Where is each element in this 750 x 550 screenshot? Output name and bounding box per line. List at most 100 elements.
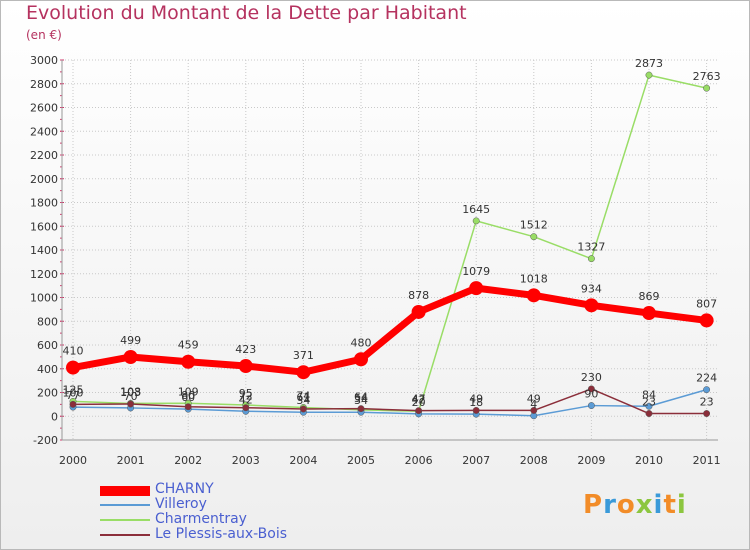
y-tick-label: 2600 [30,102,58,115]
data-point [472,217,480,225]
data-label: 1645 [462,203,490,216]
data-label: 42 [412,393,426,406]
logo-letter: t [663,490,677,520]
data-label: 410 [63,345,84,358]
data-point [699,313,714,328]
data-point [66,360,80,375]
data-label: 47 [412,393,426,406]
data-point [238,359,253,374]
legend-label-charny: CHARNY [155,481,214,497]
data-label: 2873 [635,57,663,70]
data-point [703,84,711,92]
data-point [703,410,711,417]
legend-swatch-villeroy [100,504,150,506]
data-label: 64 [354,391,368,404]
x-tick-label: 2008 [520,454,548,467]
data-label: 1327 [577,241,605,254]
x-tick-label: 2003 [232,454,260,467]
x-tick-label: 2001 [117,454,145,467]
data-point [127,400,135,408]
data-label: 49 [527,392,541,405]
data-point [357,405,365,413]
data-label: 23 [642,396,656,409]
x-tick-label: 2000 [59,454,87,467]
legend-label-villeroy: Villeroy [155,496,207,512]
data-point [645,71,653,79]
legend-swatch-plessis [100,534,150,536]
logo-letter: x [635,490,654,520]
y-tick-label: 1800 [30,197,58,210]
y-tick-label: -200 [33,434,58,447]
logo-letter: o [616,490,636,520]
y-tick-label: 3000 [30,54,58,67]
chart-subtitle: (en €) [26,28,62,42]
data-label: 18 [469,396,483,409]
legend-item: Villeroy [100,496,400,513]
data-point [526,288,541,303]
x-tick-label: 2007 [462,454,490,467]
logo-letter: r [603,490,617,520]
data-label: 2763 [693,70,721,83]
legend-swatch-charmentray [100,519,150,521]
data-label: 70 [124,390,138,403]
y-tick-label: 2200 [30,149,58,162]
legend-item: CHARNY [100,481,400,498]
data-label: 371 [293,349,314,362]
y-tick-label: 1200 [30,268,58,281]
y-tick-label: 1000 [30,292,58,305]
data-label: 100 [63,386,84,399]
data-point [181,354,196,369]
data-label: 878 [408,289,429,302]
data-label: 61 [296,391,310,404]
data-point [411,304,426,319]
data-point [645,410,653,417]
data-label: 108 [120,385,141,398]
data-label: 224 [696,372,717,385]
data-label: 230 [581,371,602,384]
series-line-charny [72,284,708,376]
data-label: 480 [351,336,372,349]
data-point [299,405,307,413]
x-tick-label: 2011 [693,454,721,467]
data-label: 1512 [520,219,548,232]
data-label: 934 [581,282,602,295]
data-point [296,365,311,380]
data-label: 34 [296,394,310,407]
data-point [184,403,192,411]
data-label: 109 [178,385,199,398]
x-tick-label: 2002 [174,454,202,467]
series-line-charmentray [72,74,707,413]
y-tick-label: 400 [37,363,58,376]
legend-item: Le Plessis-aux-Bois [100,526,400,543]
data-point [530,233,538,241]
data-label: 1079 [462,265,490,278]
data-label: 20 [412,396,426,409]
x-tick-label: 2010 [635,454,663,467]
data-label: 4 [530,398,537,411]
data-label: 869 [639,290,660,303]
data-label: 77 [66,389,80,402]
data-label: 807 [696,297,717,310]
data-point [69,400,77,408]
y-tick-label: 1600 [30,220,58,233]
logo-letter: P [583,490,604,520]
proxiti-logo: Proxiti [583,490,687,520]
logo-letter: i [653,490,664,520]
data-label: 54 [354,392,368,405]
data-label: 125 [63,383,84,396]
y-tick-label: 800 [37,315,58,328]
data-label: 49 [469,392,483,405]
y-tick-label: 0 [51,410,58,423]
data-point [415,407,423,415]
legend-swatch-charny [100,486,150,496]
data-label: 95 [239,387,253,400]
legend-item: Charmentray [100,511,400,528]
logo-letter: i [676,490,687,520]
legend-label-plessis: Le Plessis-aux-Bois [155,526,288,542]
data-point [642,306,656,321]
data-point [703,386,711,394]
data-point [354,352,368,367]
data-label: 34 [354,394,368,407]
